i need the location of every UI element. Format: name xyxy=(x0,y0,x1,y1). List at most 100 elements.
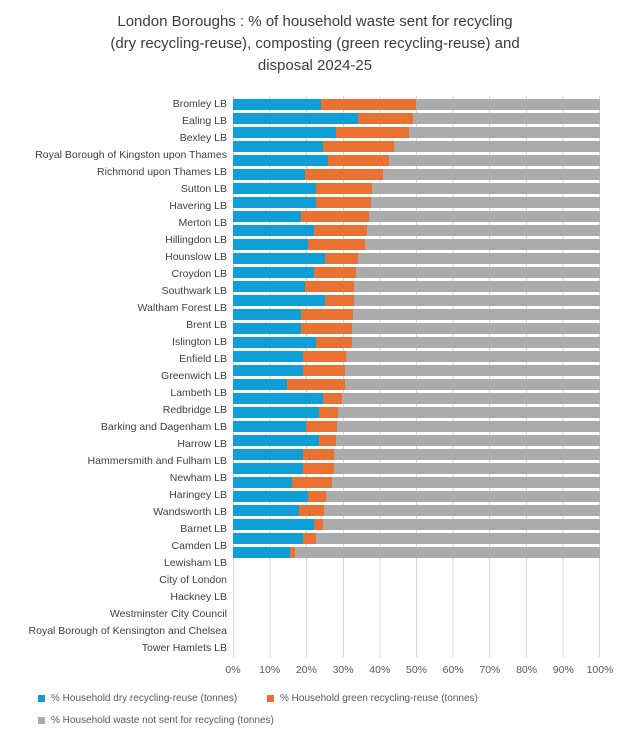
borough-label: Richmond upon Thames LB xyxy=(97,166,227,178)
not-recycled-segment xyxy=(351,337,600,348)
dry-recycling-segment xyxy=(233,169,305,180)
bar-row xyxy=(233,351,600,362)
chart-title: London Boroughs : % of household waste s… xyxy=(0,0,630,77)
dry-recycling-segment xyxy=(233,351,303,362)
dry-recycling-segment xyxy=(233,491,309,502)
borough-label: Camden LB xyxy=(171,540,227,552)
green-recycling-segment xyxy=(322,393,343,404)
not-recycled-segment xyxy=(345,365,600,376)
green-recycling-segment xyxy=(302,463,334,474)
not-recycled-segment xyxy=(353,309,600,320)
not-recycled-segment xyxy=(368,211,600,222)
dry-recycling-segment xyxy=(233,183,316,194)
green-recycling-segment xyxy=(286,379,345,390)
not-recycled-segment xyxy=(354,295,600,306)
bar-row xyxy=(233,267,600,278)
green-recycling-segment xyxy=(302,351,346,362)
borough-label: Hackney LB xyxy=(170,591,227,603)
green-recycling-segment xyxy=(289,547,296,558)
dry-recycling-segment xyxy=(233,155,329,166)
plot-area xyxy=(233,96,600,657)
bar-row xyxy=(233,309,600,320)
dry-recycling-segment xyxy=(233,99,322,110)
dry-recycling-segment xyxy=(233,197,316,208)
bar-row xyxy=(233,211,600,222)
borough-label: Wandsworth LB xyxy=(153,506,227,518)
bar-row xyxy=(233,379,600,390)
legend-label: % Household waste not sent for recycling… xyxy=(51,715,274,726)
green-recycling-segment xyxy=(318,435,336,446)
bar-row xyxy=(233,463,600,474)
dry-recycling-segment xyxy=(233,295,325,306)
bar-row xyxy=(233,449,600,460)
green-recycling-segment xyxy=(299,505,324,516)
chart-title-line-1: London Boroughs : % of household waste s… xyxy=(117,13,513,30)
dry-recycling-segment xyxy=(233,141,323,152)
dry-recycling-segment xyxy=(233,365,303,376)
green-recycling-segment xyxy=(304,169,384,180)
chart-title-line-2: (dry recycling-reuse), composting (green… xyxy=(110,35,520,52)
chart-title-line-3: disposal 2024-25 xyxy=(257,57,373,74)
dry-recycling-segment xyxy=(233,379,287,390)
not-recycled-segment xyxy=(383,169,600,180)
dry-recycling-segment xyxy=(233,519,314,530)
x-axis-tick-label: 80% xyxy=(516,664,538,676)
dry-recycling-segment xyxy=(233,421,307,432)
legend-label: % Household dry recycling-reuse (tonnes) xyxy=(51,693,238,704)
dry-recycling-segment xyxy=(233,449,303,460)
bar-row xyxy=(233,183,600,194)
bar-row xyxy=(233,533,600,544)
not-recycled-segment xyxy=(412,113,600,124)
not-recycled-segment xyxy=(323,505,600,516)
not-recycled-segment xyxy=(333,463,600,474)
not-recycled-segment xyxy=(352,323,600,334)
borough-label: Havering LB xyxy=(169,200,227,212)
borough-label: Merton LB xyxy=(178,217,227,229)
not-recycled-segment xyxy=(409,127,600,138)
green-recycling-segment xyxy=(315,183,373,194)
legend-label: % Household green recycling-reuse (tonne… xyxy=(280,693,478,704)
dry-recycling-segment xyxy=(233,309,301,320)
borough-label: Harrow LB xyxy=(177,438,227,450)
legend-row-1: % Household dry recycling-reuse (tonnes)… xyxy=(38,693,630,704)
bar-row xyxy=(233,421,600,432)
green-recycling-segment xyxy=(313,267,356,278)
borough-label: Southwark LB xyxy=(161,285,227,297)
borough-label: City of London xyxy=(159,574,227,586)
bar-row xyxy=(233,477,600,488)
not-recycled-segment xyxy=(370,197,600,208)
green-recycling-swatch-icon xyxy=(267,695,274,702)
green-recycling-segment xyxy=(321,99,417,110)
not-recycled-segment xyxy=(394,141,600,152)
bar-row xyxy=(233,435,600,446)
green-recycling-segment xyxy=(300,309,353,320)
green-recycling-segment xyxy=(306,421,338,432)
bar-row xyxy=(233,337,600,348)
borough-label: Ealing LB xyxy=(182,115,227,127)
not-recycled-segment xyxy=(334,449,600,460)
dry-recycling-segment xyxy=(233,463,303,474)
borough-label: Bromley LB xyxy=(172,98,227,110)
not-recycled-segment xyxy=(365,239,600,250)
stacked-bar-chart: Bromley LB Ealing LB Bexley LB Royal Boroug… xyxy=(0,96,630,657)
not-recycled-segment xyxy=(332,477,600,488)
dry-recycling-segment xyxy=(233,239,309,250)
not-recycled-segment xyxy=(322,519,600,530)
borough-label: Enfield LB xyxy=(179,353,227,365)
borough-label: Tower Hamlets LB xyxy=(141,642,227,654)
x-axis-tick-label: 100% xyxy=(586,664,614,676)
dry-recycling-segment xyxy=(233,211,301,222)
borough-label: Barnet LB xyxy=(180,523,227,535)
dry-recycling-segment xyxy=(233,127,336,138)
green-recycling-segment xyxy=(308,239,366,250)
not-recycled-segment xyxy=(366,225,600,236)
borough-label: Greenwich LB xyxy=(161,370,227,382)
borough-label: Croydon LB xyxy=(171,268,227,280)
bar-row xyxy=(233,281,600,292)
not-recycled-segment xyxy=(325,491,600,502)
green-recycling-segment xyxy=(315,337,352,348)
green-recycling-segment xyxy=(324,295,355,306)
not-recycled-segment xyxy=(337,407,600,418)
borough-label: Westminster City Council xyxy=(109,608,227,620)
